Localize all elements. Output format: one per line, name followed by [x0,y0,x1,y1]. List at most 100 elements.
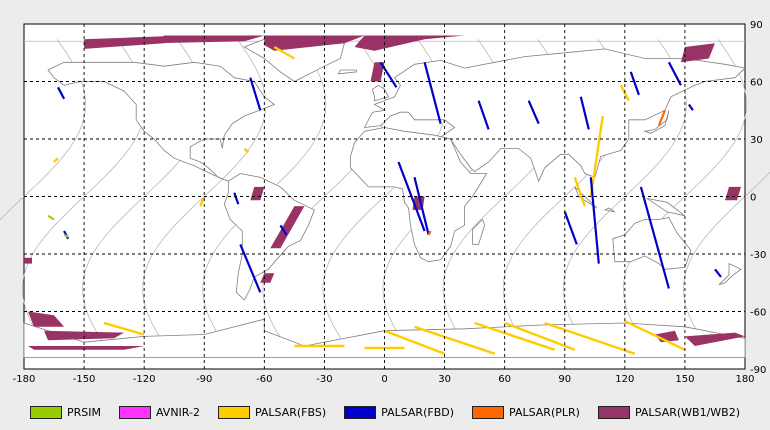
swath-palsar-fbd [249,77,262,111]
swath-palsar-fbd [239,243,262,293]
landmass [643,110,670,134]
legend-item: AVNIR-2 [118,405,200,419]
landmass [718,262,742,286]
x-tick-label: -180 [13,374,36,385]
legend-label: PRSIM [66,405,101,419]
y-tick-label: -60 [750,308,766,319]
legend-swatch [118,405,151,419]
swath-palsar-fbs [103,321,145,336]
swath-palsar-fbs [474,321,556,351]
x-axis-ticks: -180 -150 -120 -90 -60 -30 0 30 60 90 120 150 180 [13,374,755,385]
swath-palsar-wb [154,35,265,44]
swath-palsar-fbs [243,147,250,154]
swath-palsar-fbs [624,320,686,351]
swath-palsar-fbs [273,45,295,60]
swath-palsar-fbd [233,192,240,205]
swath-palsar-fbs [414,325,496,355]
legend-swatch [597,405,630,419]
swath-palsar-fbd [279,224,288,236]
legend-item: PALSAR(FBS) [217,405,327,419]
swath-palsar-wb [264,35,365,51]
legend-swatch [472,405,505,419]
swath-palsar-wb [270,206,305,249]
legend-label: PALSAR(FBD) [381,405,455,419]
x-tick-label: -60 [256,374,272,385]
swath-palsar-fbd [579,96,590,130]
swath-palsar-fbd [423,62,442,124]
swath-palsar-fbs [53,157,59,163]
y-tick-label: 90 [750,20,763,31]
y-tick-label: -30 [750,250,766,261]
swath-palsar-wb [684,332,745,346]
x-tick-label: -90 [196,374,212,385]
y-tick-label: 0 [750,193,756,204]
swath-palsar-plr [427,230,432,236]
swath-palsar-fbd [527,100,540,125]
swath-palsar-fbd [589,177,600,264]
landmass [574,186,598,209]
legend-item: PALSAR(FBD) [344,405,455,419]
swath-palsar-fbd [413,177,430,236]
swath-palsar-plr [657,109,666,127]
swath-palsar-fbs [573,176,586,207]
x-tick-label: 150 [675,374,694,385]
swath-palsar-fbd [687,103,694,111]
y-tick-label: 60 [750,78,763,89]
legend-item: PRSIM [29,405,101,419]
swath-palsar-fbs [544,321,636,355]
map-frame: -180 -150 -120 -90 -60 -30 0 30 60 90 120 150 180 90… [0,20,770,385]
swath-prism [63,233,69,238]
x-tick-label: 90 [558,374,571,385]
swath-palsar-fbd [639,186,670,289]
legend-label: PALSAR(PLR) [509,405,580,419]
swath-palsar-wb [680,43,715,63]
swath-palsar-fbs [199,196,206,207]
swath-palsar-wb [260,273,275,283]
swath-palsar-fbd [563,211,578,245]
x-tick-label: -150 [73,374,96,385]
legend: PRSIM AVNIR-2 PALSAR(FBS) PALSAR(FBD) PALSAR… [0,401,770,423]
x-tick-label: 180 [735,374,754,385]
landmass [646,198,686,217]
landmass [603,207,616,213]
swath-palsar-fbd [57,86,66,100]
swath-palsar-wb [44,330,125,341]
swath-palsar-wb [24,257,32,264]
grid-lines [24,24,745,369]
landmass [472,218,486,245]
y-tick-label: -90 [750,365,766,376]
landmass [47,61,276,182]
x-tick-label: 120 [615,374,634,385]
acquisition-swaths [24,35,745,355]
swath-palsar-fbd [629,71,640,96]
swath-palsar-wb [370,62,385,82]
swath-palsar-fbs [589,115,604,197]
x-tick-label: -120 [133,374,156,385]
landmass [612,217,692,270]
x-tick-label: 30 [438,374,451,385]
legend-label: PALSAR(FBS) [254,405,327,419]
swath-palsar-wb [354,35,465,51]
legend-item: PALSAR(PLR) [472,405,580,419]
legend-swatch [29,405,62,419]
swath-palsar-fbd [477,100,490,130]
swath-palsar-wb [28,311,65,327]
y-axis-ticks: 90 60 30 0 -30 -60 -90 [750,20,766,376]
legend-label: AVNIR-2 [155,405,200,419]
swath-palsar-fbd [397,161,426,232]
x-tick-label: 0 [381,374,387,385]
landmass [337,69,357,75]
swath-palsar-fbd [379,61,398,88]
legend-swatch [217,405,250,419]
legend-item: PALSAR(WB1/WB2) [597,405,741,419]
x-tick-label: -30 [316,374,332,385]
swath-palsar-wb [84,35,185,49]
y-tick-label: 30 [750,135,763,146]
x-tick-label: 60 [498,374,511,385]
swath-palsar-wb [28,346,145,350]
legend-swatch [344,405,377,419]
legend-label: PALSAR(WB1/WB2) [634,405,741,419]
swath-prism [47,214,55,221]
swath-palsar-fbs [384,329,446,355]
swath-palsar-fbd [714,268,722,278]
